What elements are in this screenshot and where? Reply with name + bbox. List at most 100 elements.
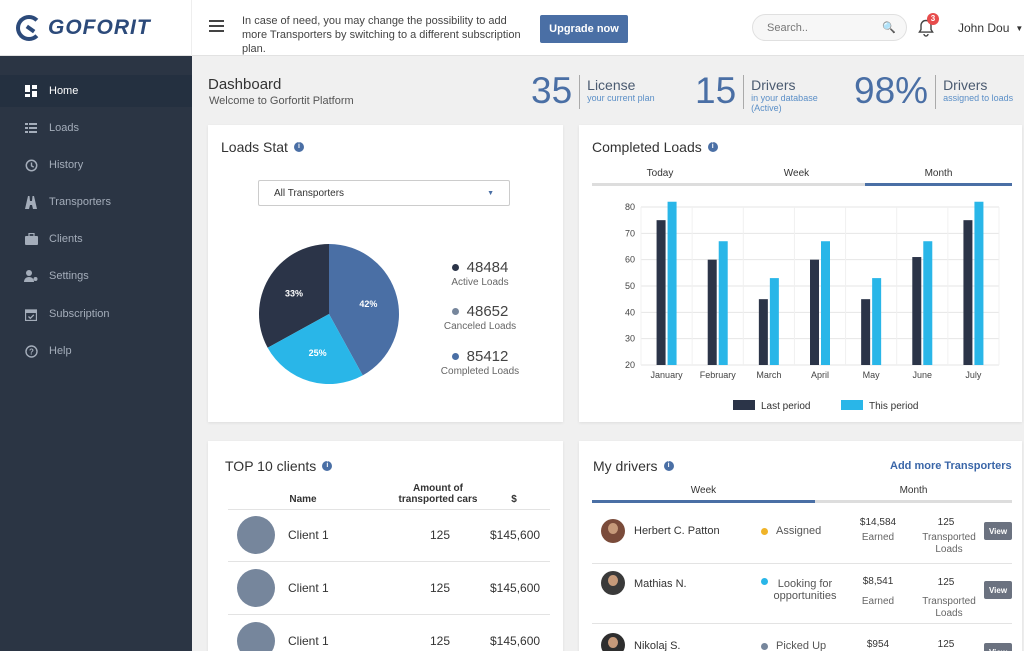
stat-sub: your current plan [587,93,655,103]
stat-label: License [587,77,636,93]
bar [667,201,677,365]
stat-value: 35 [531,70,573,111]
tab-week[interactable]: Week [592,485,815,503]
column-header-name: Name [289,494,317,505]
sidebar-item-history[interactable]: History [0,149,192,181]
card-title: TOP 10 clients i [225,458,333,474]
legend-label: Active Loads [451,277,509,288]
status-dot [761,578,768,585]
info-icon[interactable]: i [663,461,674,471]
pie-slice-label: 42% [359,299,377,309]
stat-label: Drivers [943,77,988,93]
sidebar-item-home[interactable]: Home [0,75,192,107]
avatar [237,569,275,607]
bar [861,299,871,365]
pie-slice-label: 25% [309,348,327,358]
bar [923,241,933,365]
card-title: Loads Stat i [221,139,304,155]
client-money: $145,600 [490,634,541,648]
sidebar-item-subscription[interactable]: Subscription [0,298,192,330]
legend-value: 48652 [466,303,509,320]
pie-slice [259,244,329,348]
notification-badge: 3 [927,13,939,25]
x-tick-label: June [913,370,933,380]
stat-value: 98% [854,70,929,111]
avatar [601,571,625,595]
driver-loads-value: 125 [937,517,955,528]
user-name: John Dou [958,21,1010,35]
tab-week[interactable]: Week [728,168,865,186]
caret-down-icon: ▼ [1015,23,1024,33]
info-icon[interactable]: i [322,461,333,471]
client-amount: 125 [430,581,451,595]
page-subtitle: Welcome to Gorfortit Platform [209,95,354,107]
info-icon[interactable]: i [293,142,304,152]
tab-month[interactable]: Month [865,168,1012,186]
logo[interactable]: GOFORIT [0,0,192,56]
avatar [237,622,275,651]
page-title: Dashboard [208,76,282,93]
pie-slice-label: 33% [285,288,303,298]
row-divider [228,561,550,562]
legend-label: Last period [761,401,810,412]
row-divider [228,614,550,615]
sidebar-item-settings[interactable]: Settings [0,260,192,292]
sidebar-item-label: Home [49,85,79,97]
row-divider [592,563,1012,564]
driver-name: Mathias N. [634,578,687,590]
upgrade-now-button[interactable]: Upgrade now [540,15,628,43]
loads-stat-card: Loads Stat i All Transporters ▼ 33% 42% 25%… [208,125,563,422]
sidebar-item-label: Settings [49,270,89,282]
search-input[interactable] [767,21,883,34]
client-money: $145,600 [490,528,541,542]
sidebar-item-loads[interactable]: Loads [0,112,192,144]
view-driver-button[interactable]: View [984,581,1012,599]
sidebar-item-help[interactable]: ? Help [0,335,192,367]
driver-status: Looking for opportunities [773,578,837,602]
completed-loads-bar-chart: 20 30 40 50 60 70 80 January February March April M… [625,201,1000,412]
column-header-money: $ [511,494,517,505]
card-title: Completed Loads i [592,139,718,155]
tab-today[interactable]: Today [592,168,728,186]
tab-month[interactable]: Month [815,485,1012,503]
legend-completed-loads: 85412 Completed Loads [430,348,530,377]
row-divider [592,623,1012,624]
stat-label: Drivers [751,77,796,93]
user-menu[interactable]: John Dou ▼ [958,21,1023,35]
y-tick-label: 80 [625,202,635,212]
top-header: GOFORIT In case of need, you may change … [0,0,1024,56]
view-driver-button[interactable]: View [984,522,1012,540]
grid-icon [24,84,38,98]
x-tick-label: March [756,370,781,380]
stat-value: 15 [695,70,737,111]
legend-dot [451,353,459,360]
column-header-amount: Amount of transported cars [398,483,478,505]
add-more-transporters-link[interactable]: Add more Transporters [890,460,1012,472]
logo-mark-icon [16,15,42,41]
hamburger-menu-icon[interactable] [209,20,224,32]
transporters-select[interactable]: All Transporters ▼ [258,180,510,206]
legend-label: This period [869,401,918,412]
svg-text:?: ? [29,347,34,356]
search-icon[interactable]: 🔍 [882,22,896,34]
bar [974,201,984,365]
driver-name: Herbert C. Patton [634,525,720,537]
sidebar-item-clients[interactable]: Clients [0,223,192,255]
view-driver-button[interactable]: View [984,643,1012,651]
row-divider [228,509,550,510]
client-name: Client 1 [288,581,329,595]
legend-swatch [841,400,863,410]
driver-earned-label: Earned [861,596,895,607]
sidebar-item-transporters[interactable]: Transporters [0,186,192,218]
bar [769,278,779,365]
legend-swatch [733,400,755,410]
driver-status-dot-wrap [761,578,776,585]
completed-loads-card: Completed Loads i Today Week Month 20 30 40… [579,125,1022,422]
sidebar-item-label: Help [49,345,72,357]
legend-value: 48484 [466,259,509,276]
stat-divider [579,75,581,109]
avatar [601,633,625,651]
search-box: 🔍 [752,14,907,41]
info-icon[interactable]: i [707,142,718,152]
driver-status: Assigned [761,525,821,537]
